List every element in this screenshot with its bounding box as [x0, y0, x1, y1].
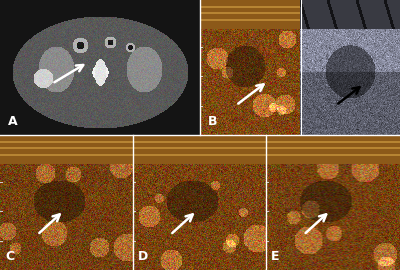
Text: A: A — [8, 115, 18, 128]
Text: D: D — [138, 250, 148, 263]
Text: E: E — [271, 250, 280, 263]
Text: B: B — [208, 115, 218, 128]
Text: C: C — [5, 250, 14, 263]
